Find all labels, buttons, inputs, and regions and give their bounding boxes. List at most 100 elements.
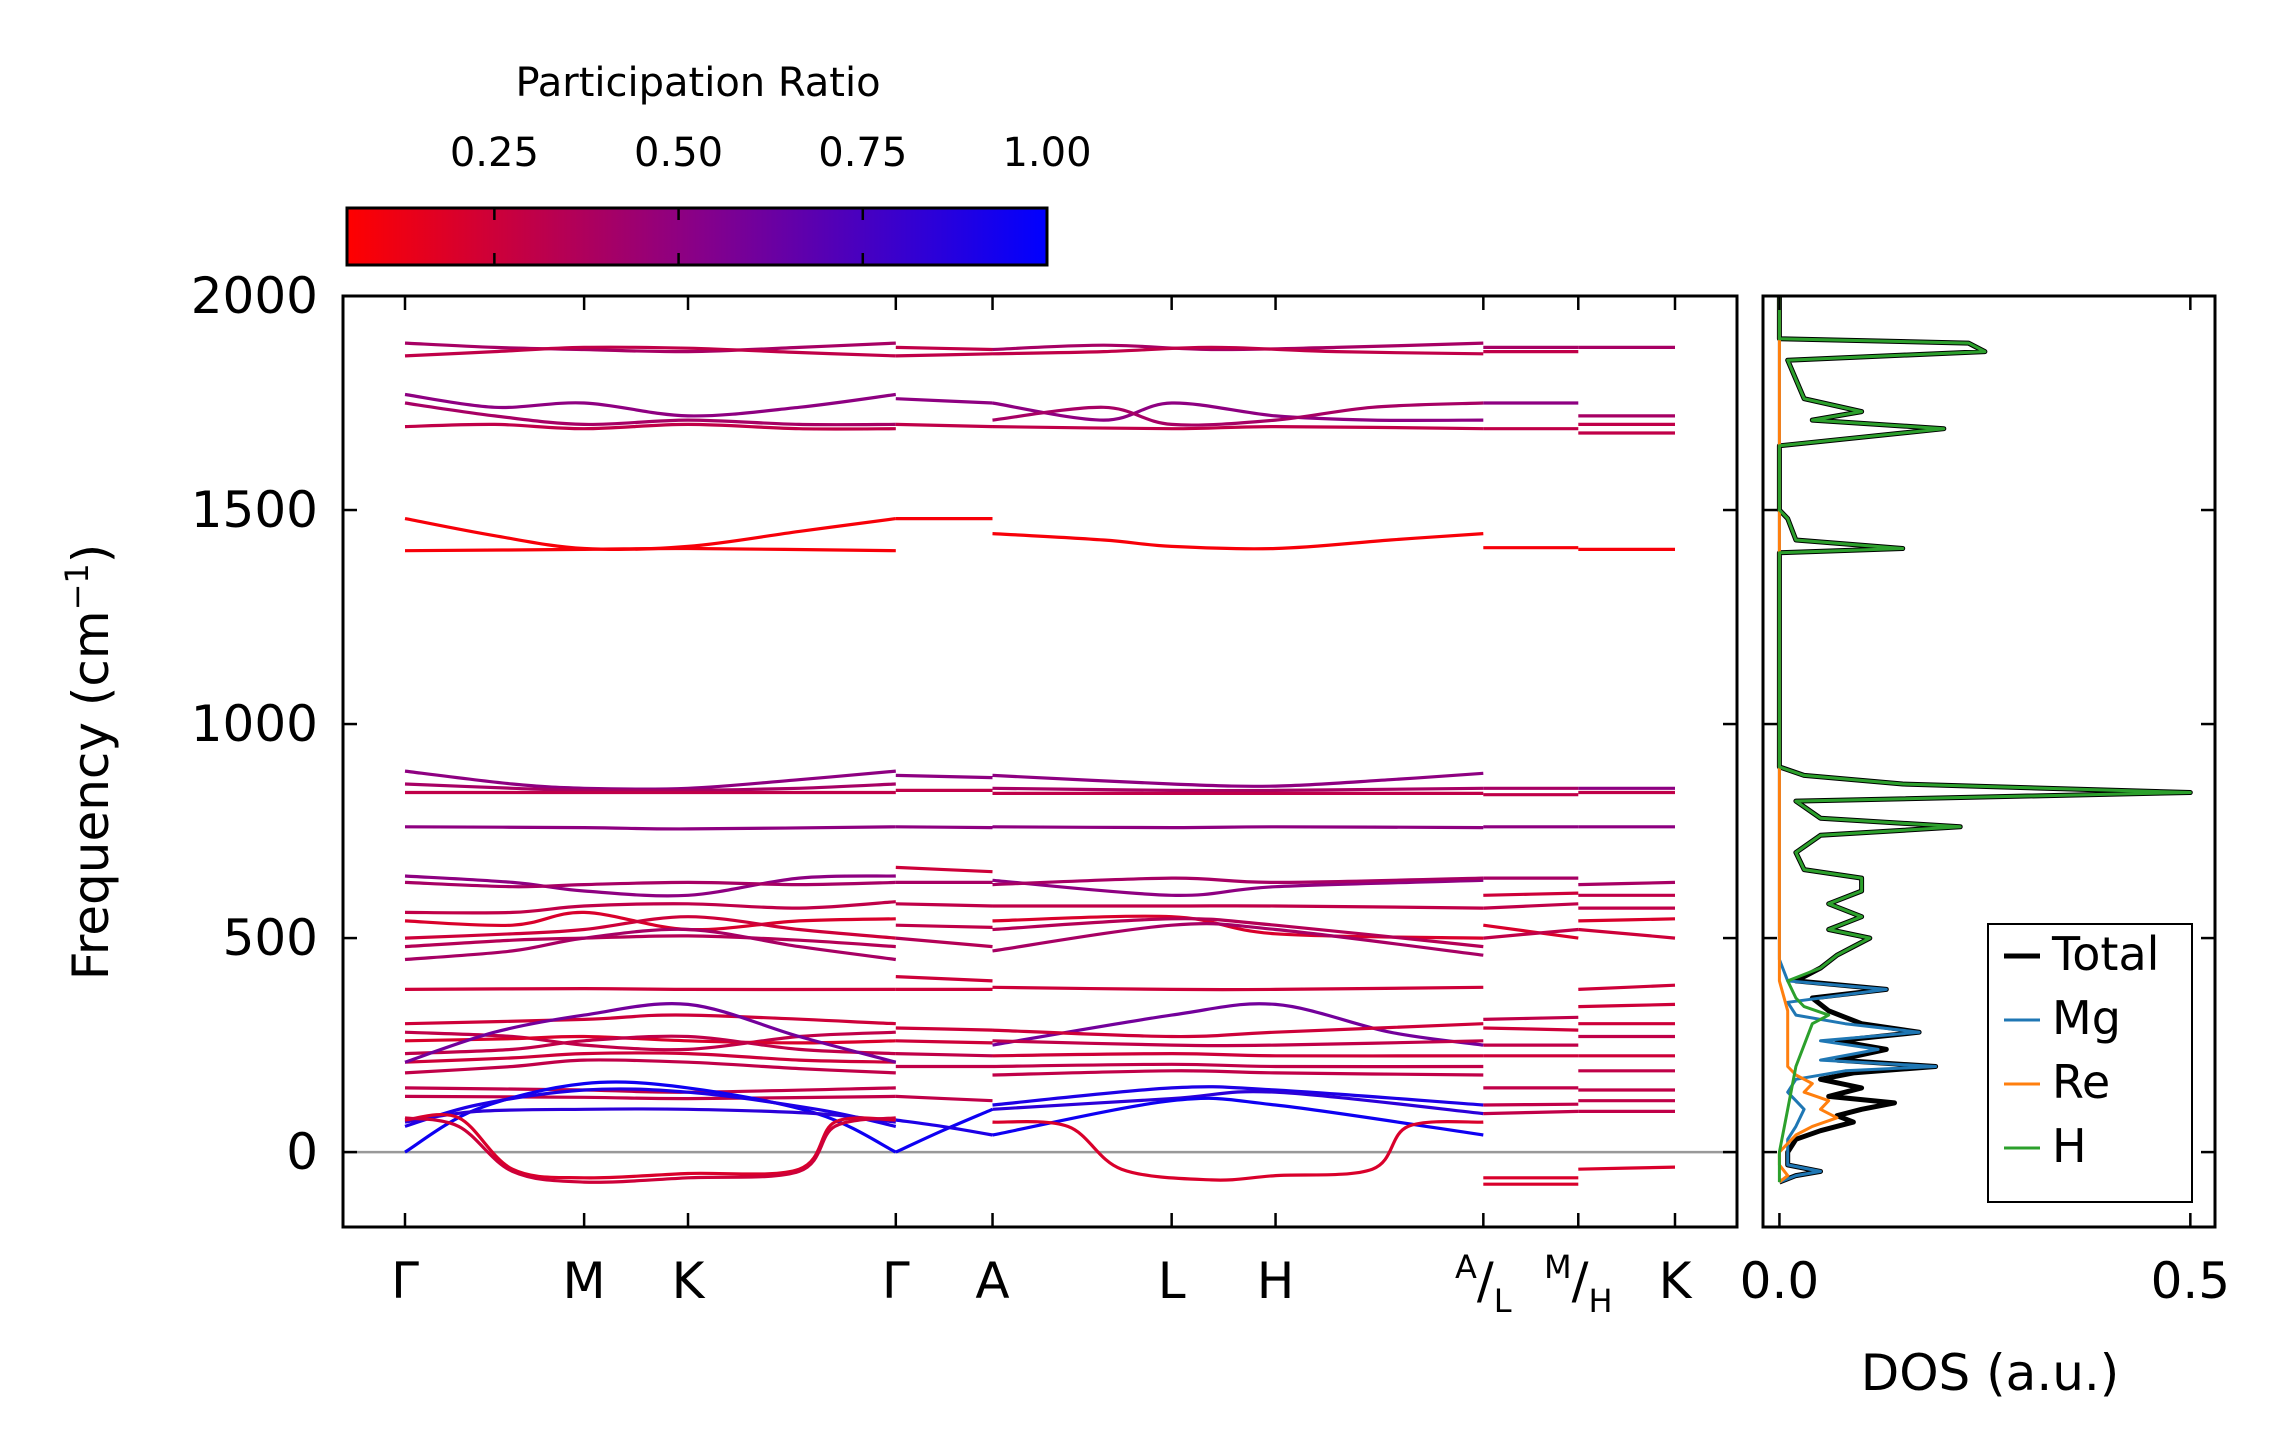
band-line — [1578, 1165, 1676, 1171]
band-line — [992, 345, 1484, 356]
band-line — [992, 1022, 1484, 1039]
k-point-split-label: A/L — [1455, 1248, 1512, 1320]
band-y-ticks: 0 500 1000 1500 2000 — [191, 267, 1737, 1181]
band-line — [1578, 983, 1676, 991]
colorbar-tick-label: 0.50 — [634, 130, 723, 176]
colorbar-tick-labels: 0.25 0.50 0.75 1.00 — [450, 130, 1092, 176]
k-point-label: K — [1659, 1252, 1693, 1310]
band-line — [992, 878, 1484, 897]
legend-frame — [1987, 923, 2193, 1203]
band-line — [895, 865, 993, 874]
colorbar-ticks — [493, 208, 1049, 265]
band-line — [895, 975, 993, 983]
band-x-ticks: Γ M K Γ A L H A/L M/H K — [391, 296, 1693, 1320]
band-y-axis-label: Frequency (cm−1) — [58, 544, 120, 981]
band-line — [992, 532, 1484, 551]
dos-line-re — [1777, 296, 1839, 1184]
dos-axes-frame — [1761, 294, 2217, 1229]
band-line — [1483, 923, 1579, 940]
band-line — [404, 934, 896, 949]
band-line — [404, 915, 896, 940]
band-line — [992, 1002, 1484, 1047]
dos-x-axis-label: DOS (a.u.) — [1861, 1344, 2120, 1402]
band-line — [992, 341, 1484, 352]
colorbar-tick-label: 0.25 — [450, 130, 539, 176]
band-line — [992, 1069, 1484, 1077]
y-tick-label: 2000 — [191, 267, 318, 325]
dos-line-h — [1777, 296, 2192, 1183]
band-line — [1483, 1102, 1579, 1107]
colorbar: Participation Ratio 0.25 0.50 0.75 1.00 — [345, 60, 1092, 267]
band-line — [404, 1002, 897, 1064]
dos-lines — [1776, 296, 2193, 1185]
band-line — [404, 986, 896, 992]
band-line — [404, 825, 896, 831]
band-line — [404, 1086, 896, 1094]
dos-legend: Total Mg Re H — [1987, 923, 2193, 1203]
band-line — [1578, 1002, 1676, 1009]
dos-x-tick-label: 0.0 — [1740, 1252, 1820, 1310]
band-lines — [404, 341, 1676, 1186]
k-point-label: K — [672, 1252, 706, 1310]
band-line — [404, 517, 897, 551]
band-line — [895, 422, 993, 429]
band-line — [992, 424, 1484, 431]
band-line — [404, 341, 896, 354]
y-tick-label: 0 — [286, 1123, 318, 1181]
band-line — [895, 936, 993, 949]
band-line — [992, 771, 1484, 788]
band-line — [895, 352, 993, 358]
band-line — [992, 1062, 1484, 1069]
band-line — [992, 985, 1484, 992]
k-point-label: A — [975, 1252, 1009, 1310]
band-line — [992, 922, 1484, 957]
band-line — [404, 1058, 896, 1075]
band-line — [404, 401, 896, 427]
band-line — [895, 825, 993, 830]
band-line — [992, 1096, 1484, 1137]
band-line — [895, 1039, 993, 1045]
band-line — [992, 1090, 1484, 1116]
legend-label-re: Re — [2052, 1055, 2110, 1109]
band-line — [404, 1113, 896, 1180]
band-line — [895, 773, 993, 780]
band-line — [404, 782, 896, 793]
band-line — [992, 786, 1484, 793]
band-line — [1578, 880, 1676, 887]
band-line — [404, 1094, 896, 1101]
band-line — [404, 880, 896, 889]
band-line — [895, 923, 993, 929]
band-line — [404, 1034, 896, 1056]
band-line — [992, 401, 1484, 427]
k-point-label: M — [563, 1252, 606, 1310]
band-line — [1483, 1109, 1579, 1116]
band-line — [895, 902, 993, 908]
band-line — [404, 1087, 897, 1128]
band-line — [992, 401, 1484, 423]
band-line — [404, 422, 896, 431]
band-line — [992, 1120, 1484, 1182]
band-line — [895, 1052, 993, 1058]
band-axes-frame — [341, 294, 1739, 1229]
colorbar-tick-label: 1.00 — [1002, 130, 1091, 176]
y-tick-label: 500 — [223, 909, 318, 967]
dos-x-tick-label: 0.5 — [2151, 1252, 2231, 1310]
band-line — [992, 876, 1484, 887]
k-point-label: L — [1158, 1252, 1186, 1310]
legend-entries: Total Mg Re H — [2004, 927, 2159, 1173]
band-line — [992, 825, 1484, 830]
band-line — [895, 1094, 993, 1103]
dos-ticks: 0.0 0.5 — [1740, 294, 2231, 1310]
legend-label-total: Total — [2051, 927, 2159, 981]
band-line — [992, 1039, 1484, 1048]
band-line — [404, 1051, 896, 1064]
band-line — [404, 1013, 896, 1026]
band-line — [404, 1030, 896, 1052]
band-line — [404, 392, 897, 418]
y-tick-label: 1500 — [191, 481, 318, 539]
band-line — [1578, 917, 1676, 923]
band-line — [895, 1026, 993, 1032]
dos-line-mg — [1777, 296, 1938, 1184]
band-line — [895, 1107, 994, 1154]
